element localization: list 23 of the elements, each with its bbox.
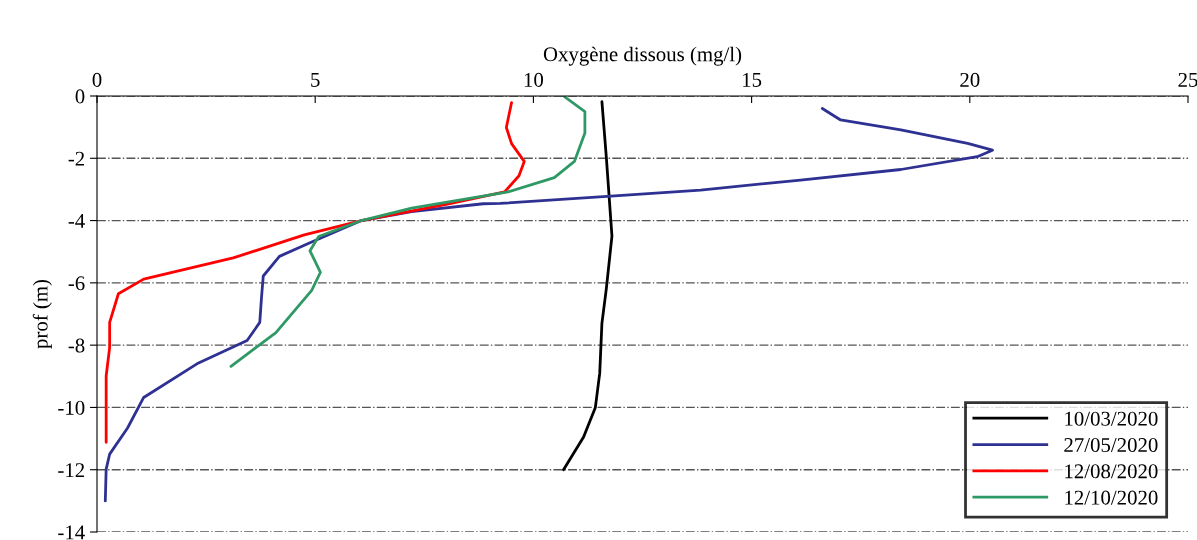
y-tick-label: 0 bbox=[75, 89, 85, 104]
legend-label: 27/05/2020 bbox=[1064, 437, 1158, 453]
line-series bbox=[229, 96, 587, 368]
x-axis-title: Oxygène dissous (mg/l) bbox=[543, 46, 742, 66]
x-tick-label: 5 bbox=[311, 73, 320, 87]
y-tick-label: -4 bbox=[68, 214, 85, 228]
legend-label: 12/08/2020 bbox=[1065, 464, 1158, 479]
y-tick-label: -10 bbox=[58, 400, 85, 415]
legend-label: 12/10/2020 bbox=[1065, 490, 1158, 505]
y-tick-label: -2 bbox=[68, 151, 85, 166]
y-tick-label: -8 bbox=[68, 338, 85, 353]
line-series bbox=[103, 107, 994, 503]
x-tick-label: 20 bbox=[960, 72, 980, 87]
y-tick-label: -14 bbox=[58, 525, 85, 540]
y-tick-label: -6 bbox=[68, 276, 85, 291]
x-tick-label: 15 bbox=[743, 72, 762, 87]
line-series bbox=[562, 100, 614, 472]
x-tick-label: 25 bbox=[1178, 72, 1197, 87]
y-axis-title: prof (m) bbox=[32, 279, 52, 349]
y-tick-label: -12 bbox=[58, 463, 85, 477]
x-tick-label: 10 bbox=[524, 72, 544, 87]
legend-label: 10/03/2020 bbox=[1065, 411, 1158, 426]
x-tick-label: 0 bbox=[92, 72, 102, 87]
